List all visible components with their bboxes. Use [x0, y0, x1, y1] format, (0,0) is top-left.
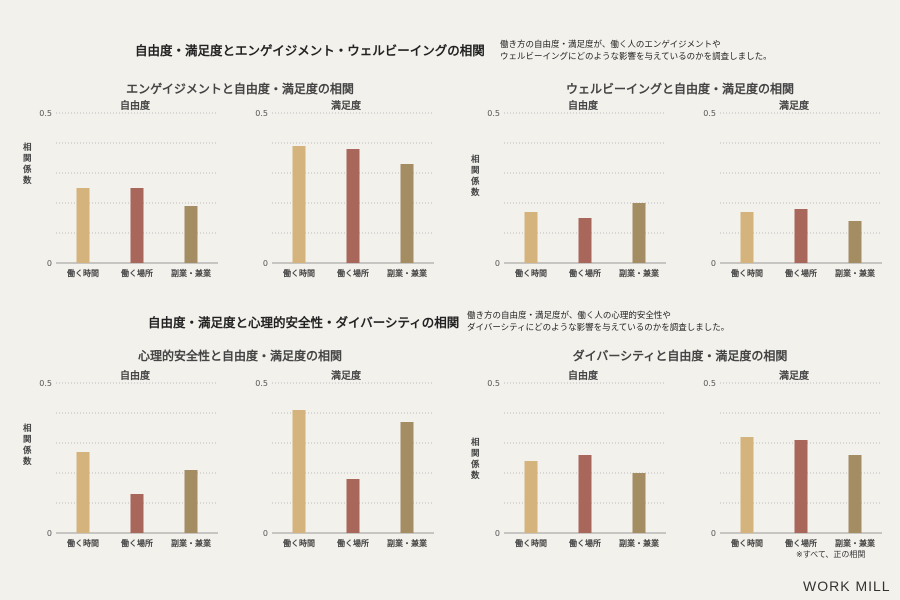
brand-logo: WORK MILL — [803, 578, 891, 594]
group-title-engagement: エンゲイジメントと自由度・満足度の相関 — [126, 82, 354, 96]
panel-title-psych-freedom: 自由度 — [120, 371, 150, 382]
panel-title-psych-satisfaction: 満足度 — [331, 371, 361, 382]
section-description-1: 働き方の自由度・満足度が、働く人のエンゲイジメントや ウェルビーイングにどのよう… — [500, 40, 772, 62]
chart-diversity-satisfaction: 0 0.5 働く時間 働く場所 副業・兼業 — [703, 379, 882, 548]
bar-work-hours — [524, 461, 538, 533]
x-tick-label: 働く時間 — [66, 538, 99, 548]
y-axis-label-3: 相関係数 — [23, 424, 32, 467]
section-description-2: 働き方の自由度・満足度が、働く人の心理的安全性や ダイバーシティにどのような影響… — [467, 311, 730, 333]
panel-title-wellbeing-freedom: 自由度 — [568, 101, 598, 112]
y-tick-label: 0.5 — [255, 379, 268, 388]
x-tick-label: 副業・兼業 — [835, 268, 876, 278]
panel-title-wellbeing-satisfaction: 満足度 — [779, 101, 809, 112]
x-tick-label: 働く場所 — [120, 268, 153, 278]
y-tick-label: 0 — [47, 529, 52, 538]
x-tick-label: 働く場所 — [784, 538, 817, 548]
x-tick-label: 副業・兼業 — [619, 538, 660, 548]
section-title-1: 自由度・満足度とエンゲイジメント・ウェルビーイングの相関 — [135, 43, 485, 58]
chart-psych-freedom: 0 0.5 働く時間 働く場所 副業・兼業 — [39, 379, 218, 548]
y-axis-label-4: 相関係数 — [471, 438, 480, 481]
group-title-psychological-safety: 心理的安全性と自由度・満足度の相関 — [137, 349, 342, 363]
y-tick-label: 0 — [711, 529, 716, 538]
y-tick-label: 0.5 — [39, 109, 52, 118]
bar-side-job — [184, 206, 198, 263]
x-tick-label: 働く場所 — [120, 538, 153, 548]
x-tick-label: 働く時間 — [282, 538, 315, 548]
bar-work-location — [346, 479, 360, 533]
y-tick-label: 0.5 — [703, 109, 716, 118]
x-tick-label: 働く時間 — [282, 268, 315, 278]
chart-diversity-freedom: 0 0.5 働く時間 働く場所 副業・兼業 — [487, 379, 666, 548]
bar-work-hours — [76, 452, 90, 533]
section-title-2: 自由度・満足度と心理的安全性・ダイバーシティの相関 — [148, 315, 460, 330]
x-tick-label: 副業・兼業 — [619, 268, 660, 278]
x-tick-label: 副業・兼業 — [171, 538, 212, 548]
x-tick-label: 働く場所 — [336, 268, 369, 278]
y-axis-label-1: 相関係数 — [23, 143, 32, 186]
chart-psych-satisfaction: 0 0.5 働く時間 働く場所 副業・兼業 — [255, 379, 434, 548]
group-title-wellbeing: ウェルビーイングと自由度・満足度の相関 — [565, 82, 794, 96]
y-tick-label: 0 — [495, 259, 500, 268]
bar-work-location — [346, 149, 360, 263]
bar-work-location — [794, 209, 808, 263]
bar-side-job — [400, 164, 414, 263]
y-tick-label: 0.5 — [487, 109, 500, 118]
y-tick-label: 0 — [47, 259, 52, 268]
group-title-diversity: ダイバーシティと自由度・満足度の相関 — [572, 349, 788, 363]
x-tick-label: 働く時間 — [730, 538, 763, 548]
x-tick-label: 働く場所 — [568, 538, 601, 548]
x-tick-label: 働く場所 — [784, 268, 817, 278]
y-tick-label: 0 — [263, 259, 268, 268]
x-tick-label: 働く時間 — [514, 538, 547, 548]
y-tick-label: 0.5 — [703, 379, 716, 388]
x-tick-label: 働く場所 — [336, 538, 369, 548]
bar-work-location — [578, 455, 592, 533]
bar-work-location — [130, 494, 144, 533]
x-tick-label: 副業・兼業 — [387, 268, 428, 278]
bar-work-location — [578, 218, 592, 263]
panel-title-engagement-freedom: 自由度 — [120, 101, 150, 112]
y-tick-label: 0.5 — [487, 379, 500, 388]
chart-wellbeing-satisfaction: 0 0.5 働く時間 働く場所 副業・兼業 — [703, 109, 882, 278]
chart-engagement-freedom: 0 0.5 働く時間 働く場所 副業・兼業 — [39, 109, 218, 278]
bar-work-location — [794, 440, 808, 533]
x-tick-label: 働く時間 — [514, 268, 547, 278]
bar-side-job — [848, 221, 862, 263]
x-tick-label: 働く場所 — [568, 268, 601, 278]
panel-title-engagement-satisfaction: 満足度 — [331, 101, 361, 112]
bar-work-location — [130, 188, 144, 263]
panel-title-diversity-freedom: 自由度 — [568, 371, 598, 382]
x-tick-label: 働く時間 — [66, 268, 99, 278]
y-tick-label: 0 — [263, 529, 268, 538]
bar-side-job — [632, 473, 646, 533]
bar-side-job — [400, 422, 414, 533]
bar-work-hours — [292, 410, 306, 533]
bar-work-hours — [292, 146, 306, 263]
y-tick-label: 0 — [495, 529, 500, 538]
y-axis-label-2: 相関係数 — [471, 155, 480, 198]
x-tick-label: 副業・兼業 — [171, 268, 212, 278]
y-tick-label: 0 — [711, 259, 716, 268]
x-tick-label: 副業・兼業 — [835, 538, 876, 548]
x-tick-label: 働く時間 — [730, 268, 763, 278]
panel-title-diversity-satisfaction: 満足度 — [779, 371, 809, 382]
bar-work-hours — [740, 437, 754, 533]
y-tick-label: 0.5 — [39, 379, 52, 388]
chart-wellbeing-freedom: 0 0.5 働く時間 働く場所 副業・兼業 — [487, 109, 666, 278]
bar-work-hours — [76, 188, 90, 263]
footnote: ※すべて、正の相関 — [796, 550, 866, 559]
bar-side-job — [848, 455, 862, 533]
chart-engagement-satisfaction: 0 0.5 働く時間 働く場所 副業・兼業 — [255, 109, 434, 278]
bar-work-hours — [524, 212, 538, 263]
bar-side-job — [184, 470, 198, 533]
y-tick-label: 0.5 — [255, 109, 268, 118]
bar-work-hours — [740, 212, 754, 263]
x-tick-label: 副業・兼業 — [387, 538, 428, 548]
bar-side-job — [632, 203, 646, 263]
